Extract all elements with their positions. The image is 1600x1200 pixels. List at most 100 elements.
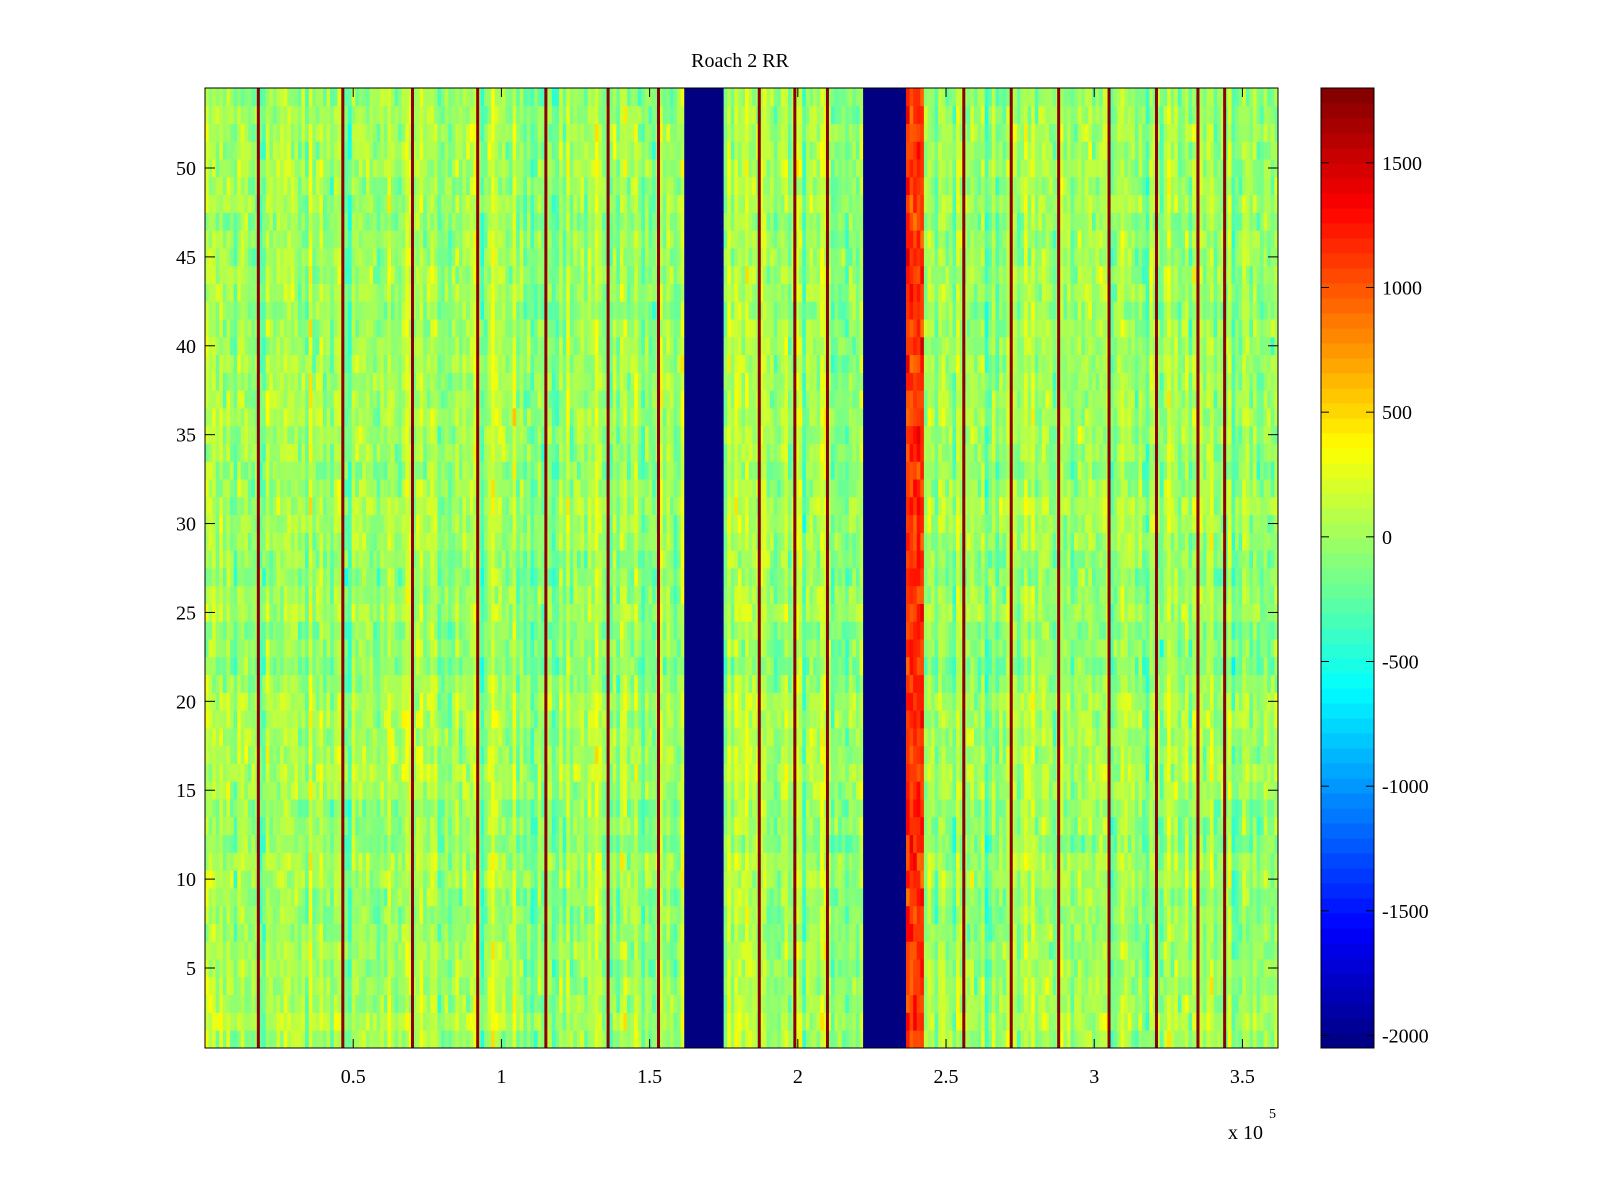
heatmap-cell (909, 994, 914, 1013)
heatmap-cell (1220, 781, 1225, 800)
heatmap-cell (401, 976, 406, 996)
heatmap-cell (219, 959, 224, 978)
heatmap-cell (480, 923, 485, 942)
heatmap-cell (609, 852, 614, 871)
heatmap-cell (737, 852, 742, 871)
heatmap-cell (687, 1012, 692, 1031)
heatmap-cell (308, 959, 313, 978)
heatmap-cell (798, 745, 803, 764)
heatmap-cell (1260, 799, 1265, 818)
heatmap-cell (630, 1012, 635, 1031)
heatmap-cell (687, 959, 692, 978)
heatmap-cell (870, 959, 875, 978)
heatmap-cell (419, 799, 424, 818)
heatmap-cell (1270, 1012, 1275, 1031)
heatmap-cell (455, 852, 460, 871)
heatmap-cell (251, 834, 256, 853)
heatmap-cell (1181, 976, 1186, 996)
heatmap-cell (1156, 959, 1161, 978)
heatmap-cell (247, 923, 252, 942)
heatmap-cell (1181, 781, 1186, 800)
heatmap-cell (312, 870, 317, 889)
heatmap-cell (390, 1012, 395, 1031)
heatmap-cell (1134, 781, 1139, 800)
heatmap-cell (258, 959, 263, 978)
heatmap-cell (598, 799, 603, 818)
heatmap-cell (390, 834, 395, 853)
heatmap-cell (602, 923, 606, 942)
heatmap-cell (258, 905, 263, 924)
heatmap-cell (509, 834, 513, 853)
heatmap-cell (737, 834, 742, 853)
heatmap-cell (873, 959, 878, 978)
heatmap-cell (1063, 781, 1068, 800)
heatmap-cell (716, 834, 721, 853)
heatmap-cell (709, 834, 714, 853)
heatmap-cell (1267, 1030, 1272, 1049)
heatmap-cell (895, 976, 900, 996)
heatmap-cell (1181, 994, 1186, 1013)
heatmap-cell (1124, 994, 1129, 1013)
heatmap-cell (290, 1030, 295, 1049)
heatmap-cell (1063, 1012, 1068, 1031)
heatmap-cell (737, 959, 742, 978)
heatmap-cell (859, 781, 864, 800)
heatmap-cell (1220, 923, 1225, 942)
heatmap-cell (523, 816, 528, 836)
heatmap-cell (244, 941, 249, 960)
heatmap-cell (863, 941, 868, 960)
heatmap-cell (666, 870, 671, 889)
heatmap-cell (1156, 799, 1161, 818)
heatmap-cell (344, 852, 349, 871)
heatmap-cell (1260, 781, 1265, 800)
heatmap-cell (1059, 1030, 1064, 1049)
heatmap-cell (780, 941, 785, 960)
heatmap-cell (573, 888, 578, 907)
heatmap-cell (602, 905, 606, 924)
heatmap-cell (752, 976, 757, 996)
heatmap-cell (458, 976, 463, 996)
heatmap-cell (880, 941, 885, 960)
heatmap-cell (1263, 1030, 1268, 1049)
heatmap-cell (315, 941, 320, 960)
heatmap-cell (891, 799, 896, 818)
heatmap-cell (798, 763, 803, 782)
heatmap-cell (1088, 923, 1093, 942)
heatmap-cell (1267, 976, 1272, 996)
heatmap-cell (702, 923, 707, 942)
heatmap-cell (437, 923, 442, 942)
heatmap-cell (462, 888, 467, 907)
heatmap-cell (483, 976, 488, 996)
heatmap-cell (1013, 888, 1018, 907)
heatmap-cell (576, 745, 581, 764)
heatmap-cell (469, 852, 474, 871)
heatmap-cell (412, 852, 417, 871)
heatmap-cell (251, 994, 256, 1013)
heatmap-cell (1142, 1012, 1147, 1031)
heatmap-cell (1024, 1030, 1029, 1049)
heatmap-cell (644, 781, 649, 800)
heatmap-cell (412, 834, 417, 853)
heatmap-cell (390, 923, 395, 942)
heatmap-cell (884, 905, 889, 924)
heatmap-cell (280, 852, 285, 871)
heatmap-cell (762, 799, 767, 818)
heatmap-cell (1163, 923, 1168, 942)
heatmap-cell (805, 870, 810, 889)
heatmap-cell (1077, 959, 1082, 978)
heatmap-cell (648, 763, 653, 782)
heatmap-cell (319, 852, 324, 871)
heatmap-cell (891, 816, 896, 836)
heatmap-cell (730, 923, 735, 942)
heatmap-cell (1109, 905, 1114, 924)
heatmap-cell (866, 1012, 871, 1031)
heatmap-cell (1027, 976, 1032, 996)
heatmap-cell (1213, 870, 1218, 889)
heatmap-cell (634, 994, 639, 1013)
heatmap-cell (1245, 852, 1250, 871)
heatmap-cell (509, 781, 513, 800)
heatmap-cell (1031, 959, 1036, 978)
heatmap-cell (534, 781, 539, 800)
heatmap-cell (652, 888, 657, 907)
heatmap-cell (702, 834, 707, 853)
